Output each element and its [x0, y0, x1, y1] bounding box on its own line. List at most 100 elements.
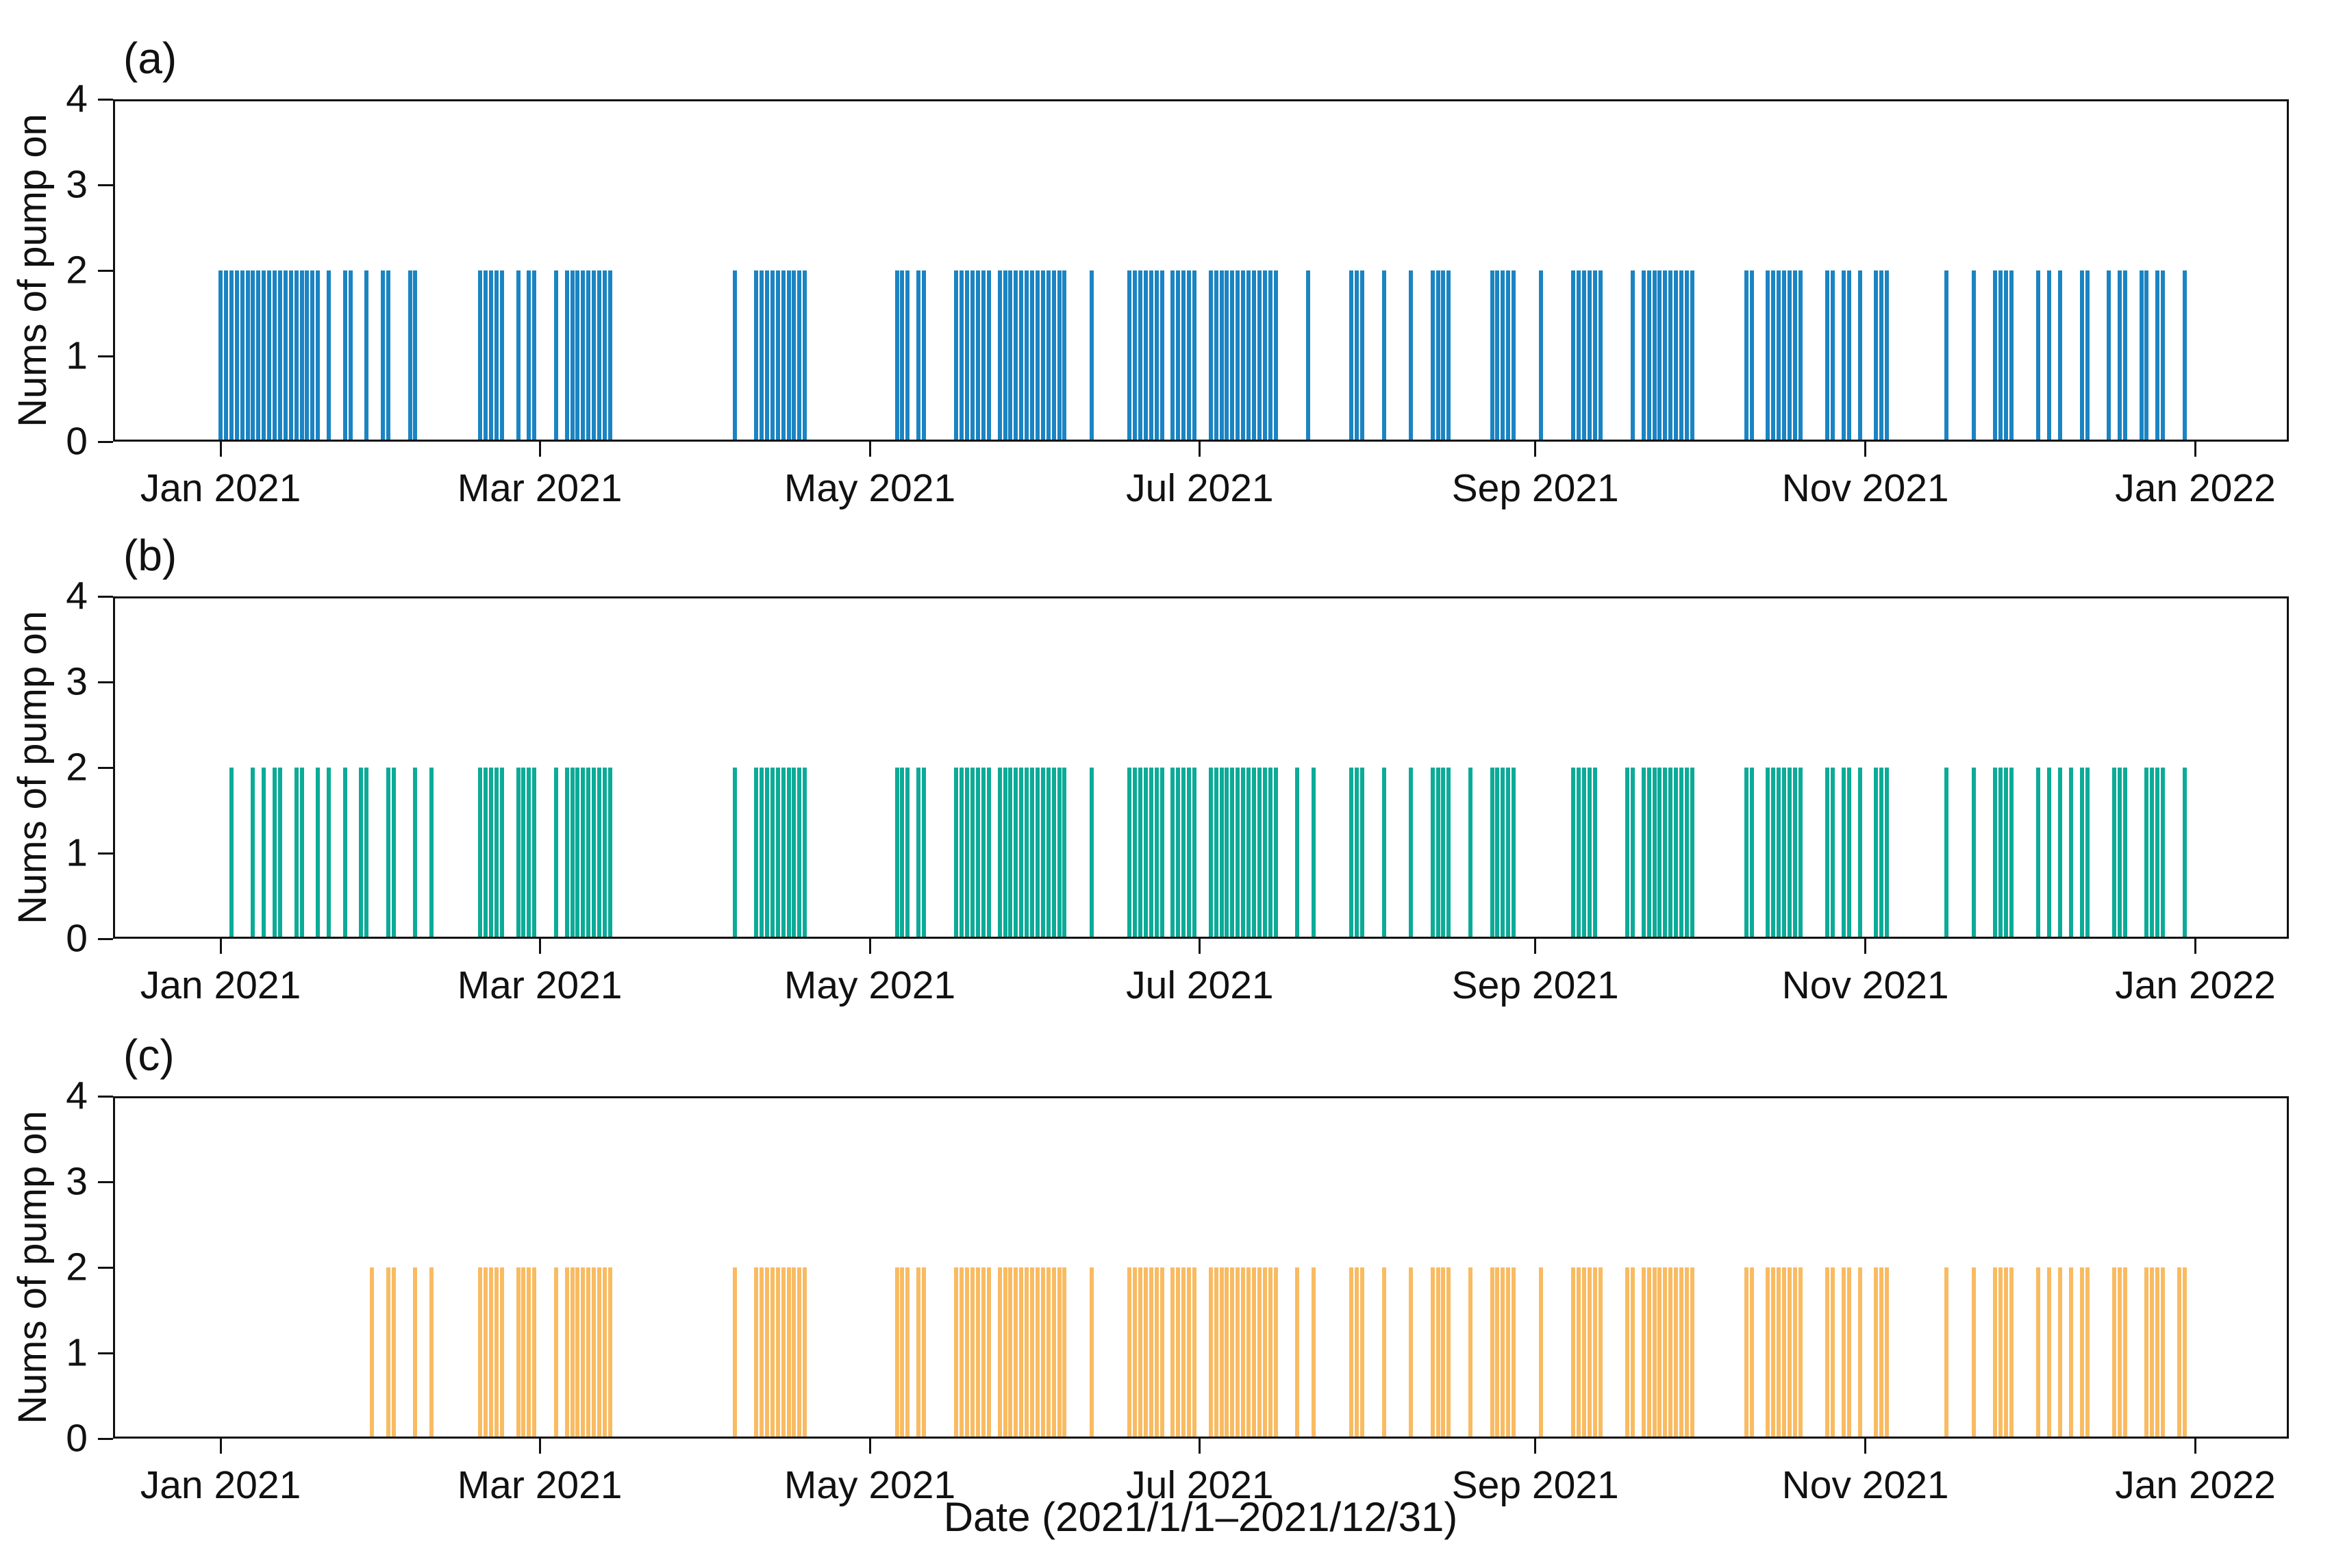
pump-on-bar [262, 768, 266, 937]
pump-on-bar [1630, 1267, 1635, 1437]
pump-on-bar [2144, 768, 2149, 937]
pump-on-bar [1003, 270, 1007, 440]
pump-on-bar [1679, 768, 1683, 937]
pump-on-bar [1051, 768, 1056, 937]
pump-on-bar [391, 768, 396, 937]
pump-on-bar [478, 270, 483, 440]
pump-on-bar [1176, 1267, 1181, 1437]
pump-on-bar [1062, 270, 1067, 440]
pump-on-bar [1571, 270, 1575, 440]
pump-on-bar [1149, 1267, 1153, 1437]
pump-on-bar [1598, 270, 1603, 440]
pump-on-bar [408, 270, 412, 440]
x-tick-label: May 2021 [783, 963, 956, 1007]
pump-on-bar [1679, 270, 1683, 440]
pump-on-bar [1355, 768, 1359, 937]
pump-on-bar [797, 270, 802, 440]
pump-on-bar [1435, 768, 1440, 937]
pump-on-bar [2085, 270, 2090, 440]
pump-on-bar [1019, 270, 1024, 440]
pump-on-bar [1230, 768, 1235, 937]
pump-on-bar [564, 270, 569, 440]
pump-on-bar [2004, 768, 2008, 937]
x-tick-mark [1199, 1439, 1201, 1454]
pump-on-bar [1225, 270, 1229, 440]
pump-on-bar [2085, 768, 2090, 937]
pump-on-bar [1138, 768, 1142, 937]
pump-on-bar [1846, 270, 1851, 440]
pump-on-bar [489, 270, 493, 440]
x-tick-label: Nov 2021 [1781, 466, 1949, 510]
pump-on-bar [1051, 270, 1056, 440]
pump-on-bar [997, 1267, 1002, 1437]
pump-on-bar [965, 270, 970, 440]
pump-on-bar [586, 1267, 591, 1437]
pump-on-bar [1181, 1267, 1186, 1437]
pump-on-bar [803, 768, 807, 937]
pump-on-bar [1842, 270, 1846, 440]
pump-on-bar [986, 270, 991, 440]
pump-on-bar [1825, 270, 1830, 440]
pump-on-bar [1668, 270, 1673, 440]
x-tick-mark [868, 939, 871, 954]
pump-on-bar [760, 1267, 764, 1437]
pump-on-bar [754, 270, 759, 440]
pump-on-bar [1268, 768, 1272, 937]
x-tick-mark [1534, 1439, 1537, 1454]
pump-on-bar [570, 270, 575, 440]
pump-on-bar [1576, 1267, 1581, 1437]
x-tick-label: Jan 2022 [2115, 1463, 2276, 1507]
pump-on-bar [1441, 270, 1446, 440]
pump-on-bar [1143, 768, 1148, 937]
pump-on-bar [283, 270, 288, 440]
pump-on-bar [1133, 270, 1138, 440]
pump-on-bar [1744, 768, 1748, 937]
x-tick-mark [2194, 1439, 2196, 1454]
y-tick-label: 4 [66, 1074, 88, 1118]
pump-on-bar [1684, 270, 1689, 440]
pump-on-bar [1641, 768, 1646, 937]
pump-on-bar [760, 270, 764, 440]
pump-on-bar [1236, 1267, 1240, 1437]
pump-on-bar [597, 768, 601, 937]
x-tick-mark [2194, 442, 2196, 457]
pump-on-bar [218, 270, 223, 440]
pump-on-bar [1170, 768, 1175, 937]
pump-on-bar [1040, 768, 1045, 937]
pump-on-bar [1592, 1267, 1597, 1437]
pump-on-bar [1993, 1267, 1998, 1437]
pump-on-bar [1008, 270, 1013, 440]
pump-on-bar [2144, 270, 2149, 440]
pump-on-bar [1842, 768, 1846, 937]
pump-on-bar [527, 768, 531, 937]
pump-on-bar [803, 270, 807, 440]
pump-on-bar [1944, 270, 1949, 440]
y-tick-label: 3 [66, 162, 88, 207]
x-tick-label: May 2021 [783, 1463, 956, 1507]
pump-on-bar [786, 270, 791, 440]
pump-on-bar [1571, 768, 1575, 937]
pump-on-bar [2117, 1267, 2122, 1437]
pump-on-bar [2161, 768, 2166, 937]
pump-on-bar [1652, 1267, 1657, 1437]
pump-on-bar [1831, 270, 1835, 440]
pump-on-bar [1133, 1267, 1138, 1437]
pump-on-bar [2009, 1267, 2014, 1437]
pump-on-bar [1630, 768, 1635, 937]
pump-on-bar [305, 270, 310, 440]
pump-on-bar [1225, 1267, 1229, 1437]
pump-on-bar [1846, 768, 1851, 937]
y-tick-mark [98, 1437, 113, 1440]
pump-on-bar [1219, 1267, 1224, 1437]
pump-on-bar [905, 270, 910, 440]
pump-on-bar [960, 1267, 964, 1437]
pump-on-bar [1641, 270, 1646, 440]
pump-on-bar [2036, 1267, 2041, 1437]
pump-on-bar [1587, 270, 1592, 440]
pump-on-bar [970, 270, 975, 440]
pump-on-bar [602, 768, 607, 937]
pump-on-bar [905, 1267, 910, 1437]
pump-on-bar [1154, 1267, 1159, 1437]
pump-on-bar [413, 270, 418, 440]
y-tick-mark [98, 1352, 113, 1354]
